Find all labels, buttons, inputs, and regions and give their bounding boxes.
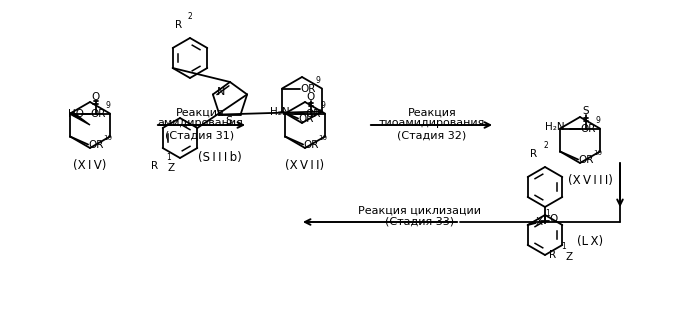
Text: S: S [225,116,232,126]
Text: 10: 10 [593,149,602,155]
Text: (Стадия 33): (Стадия 33) [386,217,454,227]
Text: 9: 9 [315,75,320,84]
Text: O: O [92,91,100,102]
Text: (X V I I I): (X V I I I) [568,174,612,187]
Text: R: R [175,20,182,30]
Text: X: X [536,217,542,227]
Text: 10: 10 [313,109,322,115]
Text: Реакция: Реакция [176,108,225,118]
Text: Реакция: Реакция [407,108,456,118]
Text: (S I I I b): (S I I I b) [198,150,242,163]
Text: амидирования: амидирования [157,118,243,128]
Polygon shape [71,112,90,125]
Text: 1: 1 [561,242,566,251]
Text: 9: 9 [595,116,600,125]
Text: Z: Z [168,163,175,173]
Text: (L X): (L X) [577,236,603,249]
Text: OR: OR [580,124,596,134]
Text: Реакция циклизации: Реакция циклизации [358,206,482,216]
Text: H₂N: H₂N [545,122,565,132]
Text: R: R [151,161,158,171]
Text: 9: 9 [105,100,110,110]
Text: 10: 10 [103,134,112,140]
Text: R: R [550,250,556,260]
Text: O: O [550,214,558,224]
Text: OR: OR [300,83,316,93]
Text: Z: Z [566,252,573,262]
Text: OR: OR [298,114,314,124]
Text: OR: OR [305,109,321,119]
Text: (Стадия 31): (Стадия 31) [165,130,234,140]
Text: 1: 1 [166,153,171,162]
Text: OR: OR [90,109,106,119]
Text: 2: 2 [544,141,549,150]
Text: HO: HO [68,109,84,119]
Text: 10: 10 [318,134,327,140]
Text: OR: OR [88,139,104,149]
Text: (X V I I): (X V I I) [286,158,325,172]
Text: OR: OR [578,154,594,164]
Text: OR: OR [303,139,319,149]
Text: H₂N: H₂N [270,107,290,117]
Text: тиоамидирования: тиоамидирования [379,118,485,128]
Text: O: O [307,91,315,102]
Text: R: R [530,149,537,159]
Text: 9: 9 [320,100,325,110]
Text: S: S [582,106,589,116]
Text: 2: 2 [188,12,193,21]
Text: N: N [217,87,225,97]
Text: (Стадия 32): (Стадия 32) [398,130,467,140]
Text: (X I V): (X I V) [74,158,106,172]
Text: 1: 1 [546,209,550,218]
